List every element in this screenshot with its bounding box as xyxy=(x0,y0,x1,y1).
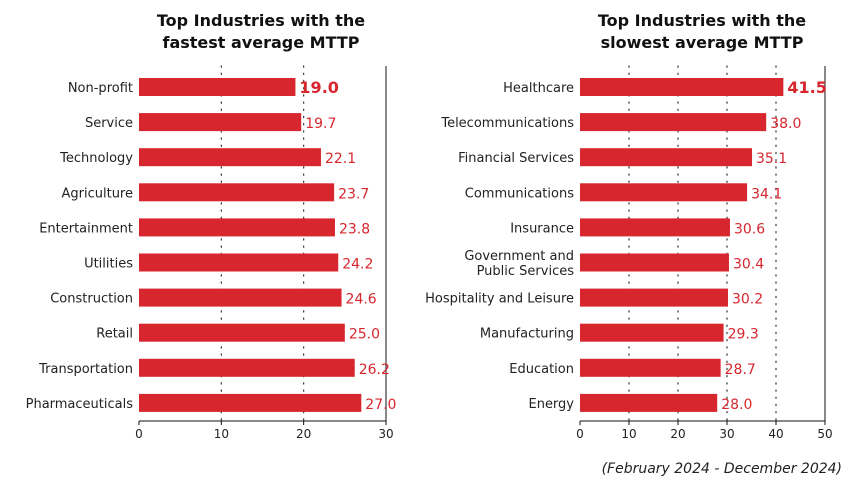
fastest-title-line-2: fastest average MTTP xyxy=(162,33,360,52)
fastest-x-tick-label: 0 xyxy=(135,427,143,441)
fastest-category-label: Construction xyxy=(50,292,133,307)
slowest-bar xyxy=(580,148,752,167)
slowest-title-line-2: slowest average MTTP xyxy=(600,33,804,52)
date-range-footnote: (February 2024 - December 2024) xyxy=(601,461,842,477)
fastest-value-label: 19.0 xyxy=(299,78,338,97)
fastest-bar xyxy=(139,218,335,237)
fastest-bar xyxy=(139,183,335,202)
slowest-x-tick-label: 0 xyxy=(576,427,584,441)
fastest-bar xyxy=(139,253,339,272)
slowest-category-label: Public Services xyxy=(477,264,575,279)
fastest-category-label: Pharmaceuticals xyxy=(26,397,134,412)
slowest-value-label: 41.5 xyxy=(787,78,826,97)
fastest-value-label: 23.7 xyxy=(338,186,369,202)
fastest-x-tick-label: 20 xyxy=(296,427,311,441)
fastest-bar xyxy=(139,113,302,132)
slowest-x-tick-label: 50 xyxy=(817,427,832,441)
slowest-title-line-1: Top Industries with the xyxy=(597,11,807,30)
slowest-value-label: 29.3 xyxy=(728,327,759,343)
slowest-x-tick-label: 10 xyxy=(621,427,636,441)
fastest-bar xyxy=(139,393,362,412)
slowest-value-label: 30.2 xyxy=(732,292,763,308)
fastest-category-label: Entertainment xyxy=(39,221,133,236)
slowest-category-label: Telecommunications xyxy=(440,116,574,131)
fastest-value-label: 25.0 xyxy=(349,327,380,343)
fastest-category-label: Non-profit xyxy=(68,81,133,96)
fastest-category-label: Utilities xyxy=(84,257,133,272)
fastest-chart-title: Top Industries with the fastest average … xyxy=(136,10,386,54)
slowest-x-tick-label: 40 xyxy=(768,427,783,441)
slowest-bar xyxy=(580,253,729,272)
fastest-x-tick-label: 10 xyxy=(214,427,229,441)
slowest-category-label: Manufacturing xyxy=(480,327,574,342)
slowest-category-label: Energy xyxy=(528,397,574,412)
slowest-value-label: 28.7 xyxy=(725,362,756,378)
slowest-value-label: 30.6 xyxy=(734,221,765,237)
fastest-value-label: 24.6 xyxy=(346,292,377,308)
slowest-bar xyxy=(580,78,784,96)
fastest-title-line-1: Top Industries with the xyxy=(156,11,366,30)
fastest-value-label: 27.0 xyxy=(365,397,396,413)
fastest-category-label: Retail xyxy=(96,327,133,342)
fastest-category-label: Agriculture xyxy=(62,186,134,201)
slowest-bar xyxy=(580,323,724,342)
slowest-category-label: Healthcare xyxy=(503,81,574,96)
fastest-x-tick-label: 30 xyxy=(378,427,393,441)
fastest-value-label: 22.1 xyxy=(325,151,356,167)
slowest-bar xyxy=(580,288,728,307)
slowest-category-label: Government and xyxy=(464,249,574,264)
slowest-category-label: Hospitality and Leisure xyxy=(425,292,574,307)
slowest-category-label: Communications xyxy=(465,186,574,201)
slowest-category-label: Financial Services xyxy=(458,151,574,166)
slowest-bar xyxy=(580,183,748,202)
slowest-x-tick-label: 30 xyxy=(719,427,734,441)
fastest-bar xyxy=(139,78,296,96)
slowest-category-label: Insurance xyxy=(510,221,574,236)
fastest-category-label: Transportation xyxy=(38,362,133,377)
slowest-chart-title: Top Industries with the slowest average … xyxy=(577,10,827,54)
fastest-bar xyxy=(139,358,355,377)
fastest-bar xyxy=(139,288,342,307)
slowest-value-label: 34.1 xyxy=(751,186,782,202)
fastest-category-label: Technology xyxy=(59,151,133,166)
slowest-bar xyxy=(580,218,730,237)
slowest-value-label: 30.4 xyxy=(733,257,764,273)
fastest-value-label: 19.7 xyxy=(305,116,336,132)
slowest-bar xyxy=(580,358,721,377)
fastest-value-label: 26.2 xyxy=(359,362,390,378)
fastest-value-label: 24.2 xyxy=(342,257,373,273)
fastest-bar xyxy=(139,148,321,167)
slowest-bar xyxy=(580,393,718,412)
slowest-value-label: 35.1 xyxy=(756,151,787,167)
slowest-category-label: Education xyxy=(509,362,574,377)
slowest-value-label: 28.0 xyxy=(721,397,752,413)
slowest-value-label: 38.0 xyxy=(770,116,801,132)
slowest-x-tick-label: 20 xyxy=(670,427,685,441)
slowest-bar xyxy=(580,113,767,132)
fastest-category-label: Service xyxy=(85,116,133,131)
fastest-value-label: 23.8 xyxy=(339,221,370,237)
fastest-bar xyxy=(139,323,345,342)
